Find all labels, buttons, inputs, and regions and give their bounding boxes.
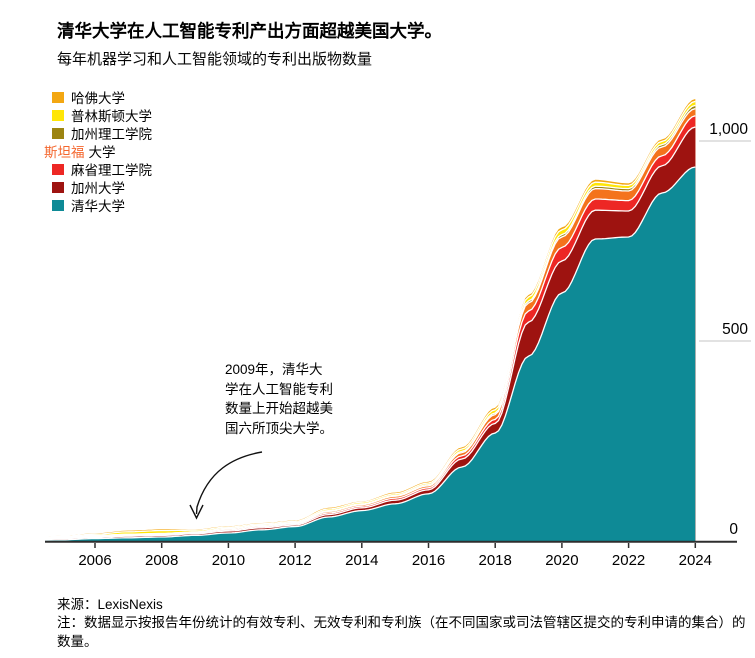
y-tick-label: 0 [729,521,738,538]
x-tick-label: 2018 [479,552,512,569]
x-tick-label: 2020 [545,552,578,569]
legend-label: 清华大学 [71,199,125,214]
series-separator [45,126,696,540]
legend-label: 大学 [88,145,116,160]
series-separator [45,104,696,539]
x-tick-label: 2010 [212,552,245,569]
series-area-1 [45,167,696,541]
page-title: 清华大学在人工智能专利产出方面超越美国大学。 [57,21,442,41]
annotation-arrow [195,451,263,515]
legend-swatch [52,163,64,175]
legend-swatch [52,91,64,103]
legend: 哈佛大学 普林斯顿大学 加州理工学院 斯坦福 大学 麻省理工学院 加州大学 清华大学 [44,88,152,214]
legend-swatch [52,181,64,193]
legend-item: 清华大学 [44,196,152,214]
x-tick-label: 2016 [412,552,445,569]
series-separator [45,166,696,541]
series-separator [45,100,696,538]
legend-label: 普林斯顿大学 [71,109,152,124]
x-tick-label: 2022 [612,552,645,569]
legend-label: 哈佛大学 [71,91,125,106]
plot-area [45,99,696,541]
series-separator [45,115,696,540]
x-tick-label: 2006 [78,552,111,569]
y-tick-label: 1,000 [709,121,748,138]
legend-colored-label: 斯坦福 [44,145,85,160]
x-tick-label: 2008 [145,552,178,569]
legend-label: 加州理工学院 [71,127,152,142]
annotation-arrowhead [189,504,204,520]
source-line: 来源：LexisNexis [57,597,163,612]
legend-swatch [52,199,64,211]
legend-item: 普林斯顿大学 [44,106,152,124]
x-tick-label: 2024 [679,552,712,569]
x-tick-label: 2012 [278,552,311,569]
legend-label: 麻省理工学院 [71,163,152,178]
legend-item: 麻省理工学院 [44,160,152,178]
legend-label: 加州大学 [71,181,125,196]
legend-swatch [52,127,64,139]
note-line: 注：数据显示按报告年份统计的有效专利、无效专利和专利族（在不同国家或司法管辖区提… [57,615,746,649]
x-tick-label: 2014 [345,552,378,569]
legend-item: 哈佛大学 [44,88,152,106]
legend-item: 加州理工学院 [44,124,152,142]
page-subtitle: 每年机器学习和人工智能领域的专利出版物数量 [57,51,373,68]
legend-item: 加州大学 [44,178,152,196]
legend-item: 斯坦福 大学 [44,142,152,160]
annotation-text: 2009年，清华大 学在人工智能专利 数量上开始超越美 国六所顶尖大学。 [225,362,333,436]
y-tick-label: 500 [722,321,748,338]
legend-swatch [52,109,64,121]
